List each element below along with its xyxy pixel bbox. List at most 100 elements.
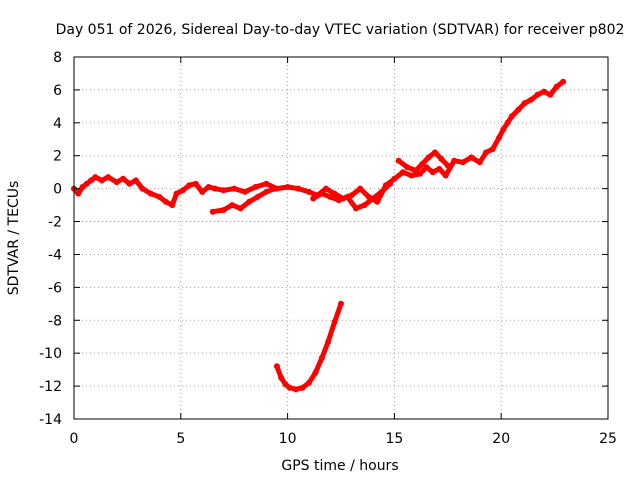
data-point: [237, 205, 244, 212]
series-line: [310, 181, 393, 211]
data-point: [271, 185, 278, 192]
grid-lines: [74, 57, 608, 419]
data-point: [231, 185, 238, 192]
data-point: [515, 106, 522, 113]
data-point: [331, 190, 338, 197]
tick-labels: 0 5 10 15 20 25 -14 -12 -10 -8 -6 -4 -2 0 2 4 6 8: [39, 50, 617, 447]
data-point: [504, 119, 511, 126]
data-point: [335, 197, 342, 204]
data-point: [353, 205, 359, 212]
y-tick-label: 4: [53, 116, 62, 132]
data-point: [459, 159, 466, 166]
data-point: [120, 175, 127, 182]
data-point: [423, 164, 430, 171]
x-axis-label: GPS time / hours: [281, 458, 398, 474]
data-point: [192, 180, 199, 187]
x-tick-label: 15: [385, 431, 403, 447]
data-point: [436, 165, 443, 172]
series-line: [274, 301, 344, 392]
ticks: [73, 56, 609, 420]
data-point: [399, 169, 406, 176]
data-point: [387, 180, 394, 187]
data-point: [404, 164, 411, 171]
data-point: [173, 190, 180, 197]
data-point: [468, 154, 475, 161]
data-point: [476, 159, 483, 166]
data-point: [105, 174, 112, 181]
data-point: [209, 208, 216, 215]
data-point: [205, 184, 212, 190]
data-point: [139, 185, 146, 192]
data-point: [306, 379, 312, 386]
data-point: [310, 195, 317, 202]
data-point: [162, 198, 169, 205]
series-dip-segment: [273, 300, 344, 393]
data-point: [444, 162, 451, 169]
data-point: [273, 363, 280, 370]
data-point: [521, 100, 528, 107]
data-point: [263, 180, 270, 187]
series-line: [71, 79, 566, 208]
x-tick-label: 5: [176, 431, 185, 447]
data-point: [312, 369, 319, 376]
series-layer: [71, 78, 567, 393]
data-point: [132, 177, 139, 184]
data-point: [378, 188, 385, 195]
data-point: [98, 177, 105, 184]
y-tick-label: 2: [53, 149, 62, 165]
data-point: [156, 193, 163, 200]
data-point: [79, 184, 86, 190]
data-point: [252, 184, 259, 190]
data-point: [496, 134, 503, 141]
data-point: [278, 374, 285, 381]
data-point: [560, 78, 567, 85]
data-point: [395, 157, 402, 164]
y-tick-label: -14: [39, 412, 62, 428]
data-point: [246, 198, 253, 205]
data-point: [327, 193, 334, 200]
y-tick-label: -6: [48, 280, 62, 296]
y-tick-label: 8: [53, 50, 62, 66]
data-point: [92, 174, 99, 181]
series-lower-branch: [209, 185, 278, 215]
data-point: [374, 198, 381, 205]
data-point: [432, 149, 438, 156]
data-point: [323, 185, 329, 192]
y-tick-label: -10: [39, 346, 62, 362]
data-point: [438, 156, 445, 162]
data-point: [451, 157, 458, 164]
data-point: [284, 184, 291, 190]
data-point: [113, 179, 120, 186]
y-tick-label: -4: [48, 247, 62, 263]
data-point: [282, 381, 289, 388]
data-point: [534, 91, 541, 98]
data-point: [126, 180, 133, 187]
data-point: [186, 182, 193, 189]
data-point: [508, 113, 515, 120]
series-mid-branch: [310, 180, 394, 212]
data-point: [553, 83, 560, 90]
data-point: [489, 146, 496, 153]
y-tick-label: 0: [53, 182, 62, 198]
x-tick-label: 10: [279, 431, 297, 447]
data-point: [442, 172, 449, 179]
plot-frame: [73, 56, 609, 420]
data-point: [254, 193, 261, 200]
data-point: [199, 188, 206, 195]
data-point: [75, 190, 82, 197]
data-point: [419, 161, 426, 167]
data-point: [547, 91, 554, 98]
data-point: [229, 202, 236, 209]
data-point: [528, 96, 535, 103]
data-point: [299, 384, 306, 391]
data-point: [83, 180, 90, 187]
data-point: [429, 169, 436, 176]
data-point: [338, 300, 344, 307]
y-tick-label: -12: [39, 379, 62, 395]
data-point: [483, 149, 490, 156]
data-point: [325, 338, 332, 345]
x-tick-label: 25: [599, 431, 617, 447]
data-point: [88, 177, 95, 184]
data-point: [286, 384, 293, 391]
